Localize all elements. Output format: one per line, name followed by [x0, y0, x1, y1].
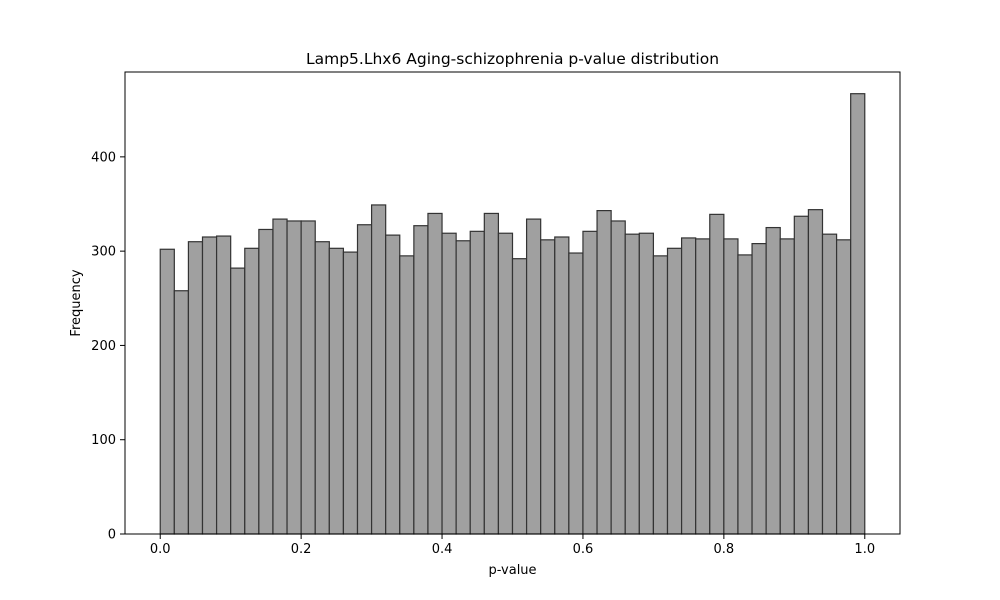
histogram-bar — [610, 220, 626, 535]
histogram-bar — [356, 224, 373, 535]
histogram-bar — [624, 233, 640, 535]
x-tick-label: 0.4 — [432, 542, 453, 557]
histogram-bar — [723, 238, 739, 535]
histogram-bar — [568, 252, 584, 535]
histogram-bar — [779, 238, 795, 535]
histogram-bar — [272, 218, 288, 535]
histogram-bar — [399, 255, 415, 535]
histogram-bar — [244, 247, 260, 535]
histogram-bar — [342, 251, 359, 535]
x-tick-label: 0.8 — [714, 542, 735, 557]
histogram-bar — [187, 241, 204, 535]
histogram-bar — [807, 209, 824, 535]
histogram-bar — [215, 235, 232, 535]
y-tick-label: 300 — [91, 245, 116, 260]
histogram-bar — [497, 232, 514, 535]
x-tick-label: 1.0 — [854, 542, 875, 557]
y-tick-label: 400 — [91, 150, 116, 165]
histogram-bar — [765, 226, 781, 535]
histogram-bar — [695, 238, 711, 535]
y-tick-label: 200 — [91, 339, 116, 354]
histogram-bar — [709, 213, 725, 535]
histogram-bar — [385, 234, 401, 535]
histogram-bar — [582, 230, 598, 535]
histogram-bar — [441, 232, 457, 535]
histogram-bar — [300, 220, 316, 535]
histogram-bar — [427, 212, 443, 535]
histogram-bar — [666, 247, 683, 535]
histogram-bar — [328, 247, 345, 535]
histogram-bar — [835, 239, 852, 535]
x-axis: 0.0 0.2 0.4 0.6 0.8 1.0 — [150, 534, 875, 557]
histogram-bar — [370, 204, 387, 535]
histogram-bar — [230, 267, 246, 535]
histogram-bar — [554, 236, 570, 535]
histogram-bar — [737, 254, 753, 535]
histogram-bar — [793, 215, 810, 535]
histogram-bar — [652, 255, 669, 535]
histogram-bar — [511, 258, 528, 535]
histogram-bar — [173, 290, 190, 535]
histogram-bar — [469, 230, 485, 535]
y-axis: 0 100 200 300 400 — [91, 150, 125, 543]
histogram-bar — [525, 218, 542, 535]
histogram-bar — [751, 243, 767, 535]
chart-title: Lamp5.Lhx6 Aging-schizophrenia p-value d… — [306, 50, 719, 68]
plot-area-frame — [124, 71, 901, 535]
y-axis-label: Frequency — [69, 269, 84, 336]
x-tick-label: 0.6 — [573, 542, 594, 557]
x-axis-label: p-value — [488, 563, 536, 578]
histogram-bar — [680, 237, 697, 535]
histogram-bar — [201, 236, 218, 535]
histogram-bar — [850, 93, 866, 535]
histogram-bar — [596, 210, 612, 535]
x-tick-label: 0.0 — [150, 542, 171, 557]
histogram-bar — [286, 220, 302, 535]
histogram-bar — [258, 228, 274, 535]
y-tick-label: 100 — [91, 433, 116, 448]
histogram-bar — [483, 212, 500, 535]
histogram-bar — [413, 225, 429, 535]
histogram-bar — [540, 239, 556, 535]
histogram-bar — [638, 232, 655, 535]
histogram-bar — [314, 241, 330, 535]
histogram-bar — [455, 240, 471, 535]
histogram-bar — [821, 233, 838, 535]
x-tick-label: 0.2 — [291, 542, 312, 557]
y-tick-label: 0 — [108, 528, 116, 543]
histogram-bar — [159, 248, 175, 535]
